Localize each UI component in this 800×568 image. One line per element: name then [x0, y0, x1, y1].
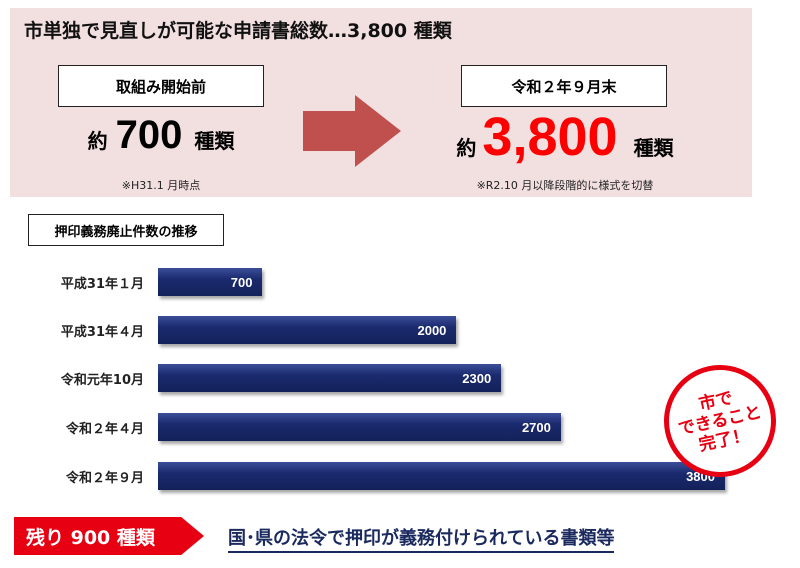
category-label: 令和元年10月 [60, 373, 144, 388]
bar: 2700 [158, 413, 561, 441]
category-label: 令和２年９月 [65, 471, 144, 486]
before-prefix: 約 [87, 129, 108, 153]
after-label-box: 令和２年９月末 [461, 65, 667, 107]
data-label: 2700 [521, 419, 551, 435]
after-note: ※R2.10 月以降段階的に様式を切替 [476, 179, 654, 192]
after-value: 3,800 [482, 107, 618, 167]
before-label-box: 取組み開始前 [58, 65, 264, 107]
right-arrow-icon [303, 95, 401, 167]
remaining-description: 国･県の法令で押印が義務付けられている書類等 [228, 524, 615, 553]
before-count: 約 700 種類 [58, 113, 264, 158]
data-label: 700 [230, 274, 253, 290]
bar: 3800 [158, 462, 725, 490]
before-value: 700 [115, 113, 183, 157]
before-unit: 種類 [194, 129, 235, 153]
after-unit: 種類 [633, 136, 674, 160]
data-label: 2300 [462, 370, 492, 386]
after-prefix: 約 [456, 136, 477, 160]
bar: 2000 [158, 316, 457, 344]
chart-title: 押印義務廃止件数の推移 [28, 214, 224, 246]
data-label: 2000 [417, 322, 447, 338]
category-label: 平成31年１月 [60, 277, 144, 292]
remaining-tag: 残り 900 種類 [14, 517, 204, 555]
bar: 2300 [158, 364, 502, 392]
after-count: 約 3,800 種類 [420, 106, 710, 168]
category-label: 令和２年４月 [65, 422, 144, 437]
before-note: ※H31.1 月時点 [121, 179, 201, 192]
page-title: 市単独で見直しが可能な申請書総数…3,800 種類 [24, 20, 452, 42]
category-label: 平成31年４月 [60, 325, 144, 340]
bar: 700 [158, 268, 263, 296]
